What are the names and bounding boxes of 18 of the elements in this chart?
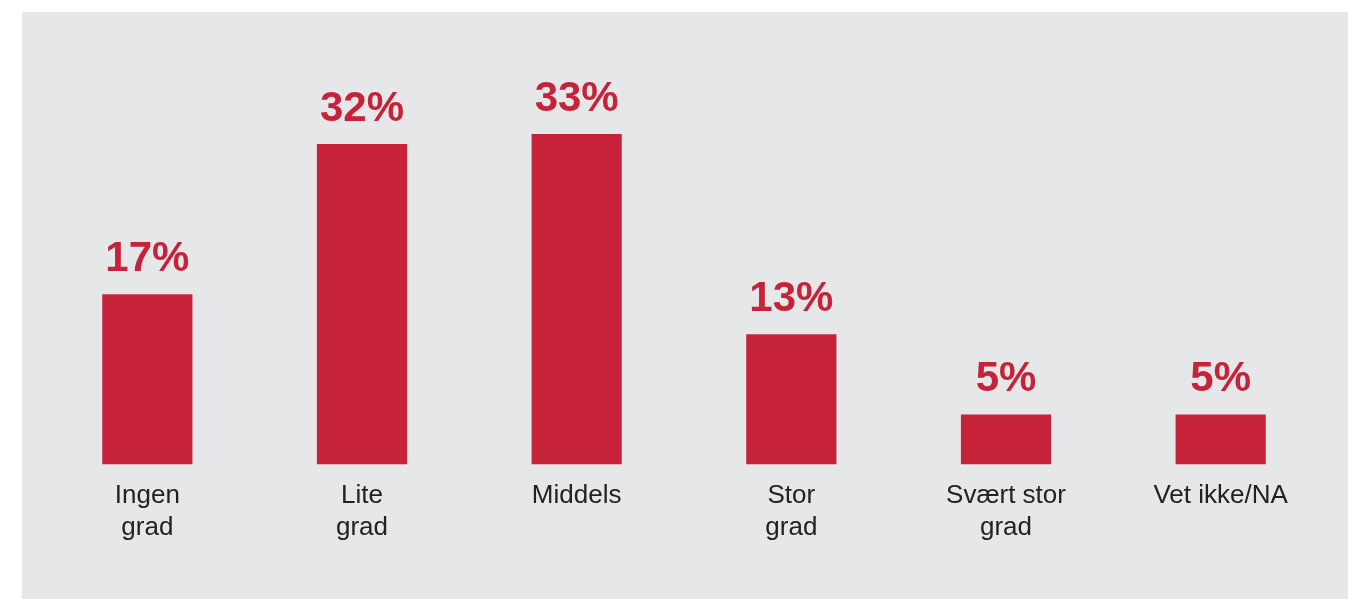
- x-tick-label: Ingen grad: [114, 479, 180, 541]
- data-label: 33%: [534, 72, 619, 120]
- x-tick-label: Vet ikke/NA: [1153, 479, 1289, 510]
- data-label: 5%: [975, 353, 1037, 401]
- data-label: 13%: [749, 272, 834, 320]
- bar: [531, 134, 622, 465]
- bar: [746, 334, 837, 465]
- bar: [960, 414, 1052, 465]
- data-label: 32%: [319, 82, 405, 130]
- x-tick-label: Svært stor grad: [946, 479, 1067, 541]
- bar: [102, 294, 193, 465]
- x-tick-label: Stor grad: [765, 479, 818, 541]
- x-tick-label: Middels: [531, 479, 622, 510]
- data-label: 5%: [1190, 353, 1252, 401]
- bar: [1175, 414, 1266, 465]
- x-tick-label: Lite grad: [335, 479, 389, 541]
- data-label: 17%: [105, 232, 190, 280]
- bar: [316, 144, 408, 465]
